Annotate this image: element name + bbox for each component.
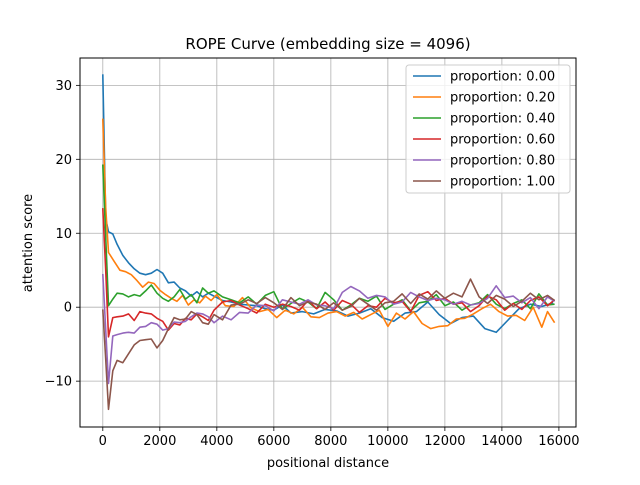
x-tick-label: 0 [99,434,107,449]
series-line-1 [102,118,556,330]
x-tick-label: 14000 [481,434,522,449]
x-tick-label: 2000 [143,434,176,449]
legend: proportion: 0.00 proportion: 0.20 proporti… [405,64,571,194]
x-tick-label: 12000 [424,434,465,449]
plot-frame [79,57,577,428]
legend-entry-0: proportion: 0.00 [450,70,555,85]
x-tick-label: 6000 [257,434,290,449]
series-lines [102,74,556,411]
legend-entry-2: proportion: 0.40 [450,112,555,127]
legend-entry-4: proportion: 0.80 [450,154,555,169]
x-tick-label: 10000 [367,434,408,449]
legend-entry-1: proportion: 0.20 [450,91,555,106]
legend-entry-5: proportion: 1.00 [450,175,555,190]
x-tick-label: 4000 [200,434,233,449]
y-tick-label: 0 [64,301,72,316]
legend-box [405,64,571,194]
axis-ticks: 0 2000 4000 6000 8000 10000 12000 14000 16000 −10… [45,79,580,449]
series-line-5 [102,278,556,411]
x-tick-label: 8000 [314,434,347,449]
x-tick-label: 16000 [538,434,579,449]
y-tick-label: −10 [45,375,72,390]
y-tick-label: 20 [55,153,72,168]
chart-title: ROPE Curve (embedding size = 4096) [185,35,470,53]
series-line-3 [102,208,556,338]
y-tick-label: 10 [55,227,72,242]
series-line-4 [102,273,556,385]
y-axis-label: attention score [21,194,36,292]
legend-entry-3: proportion: 0.60 [450,133,555,148]
y-tick-label: 30 [55,79,72,94]
x-axis-label: positional distance [267,456,389,471]
